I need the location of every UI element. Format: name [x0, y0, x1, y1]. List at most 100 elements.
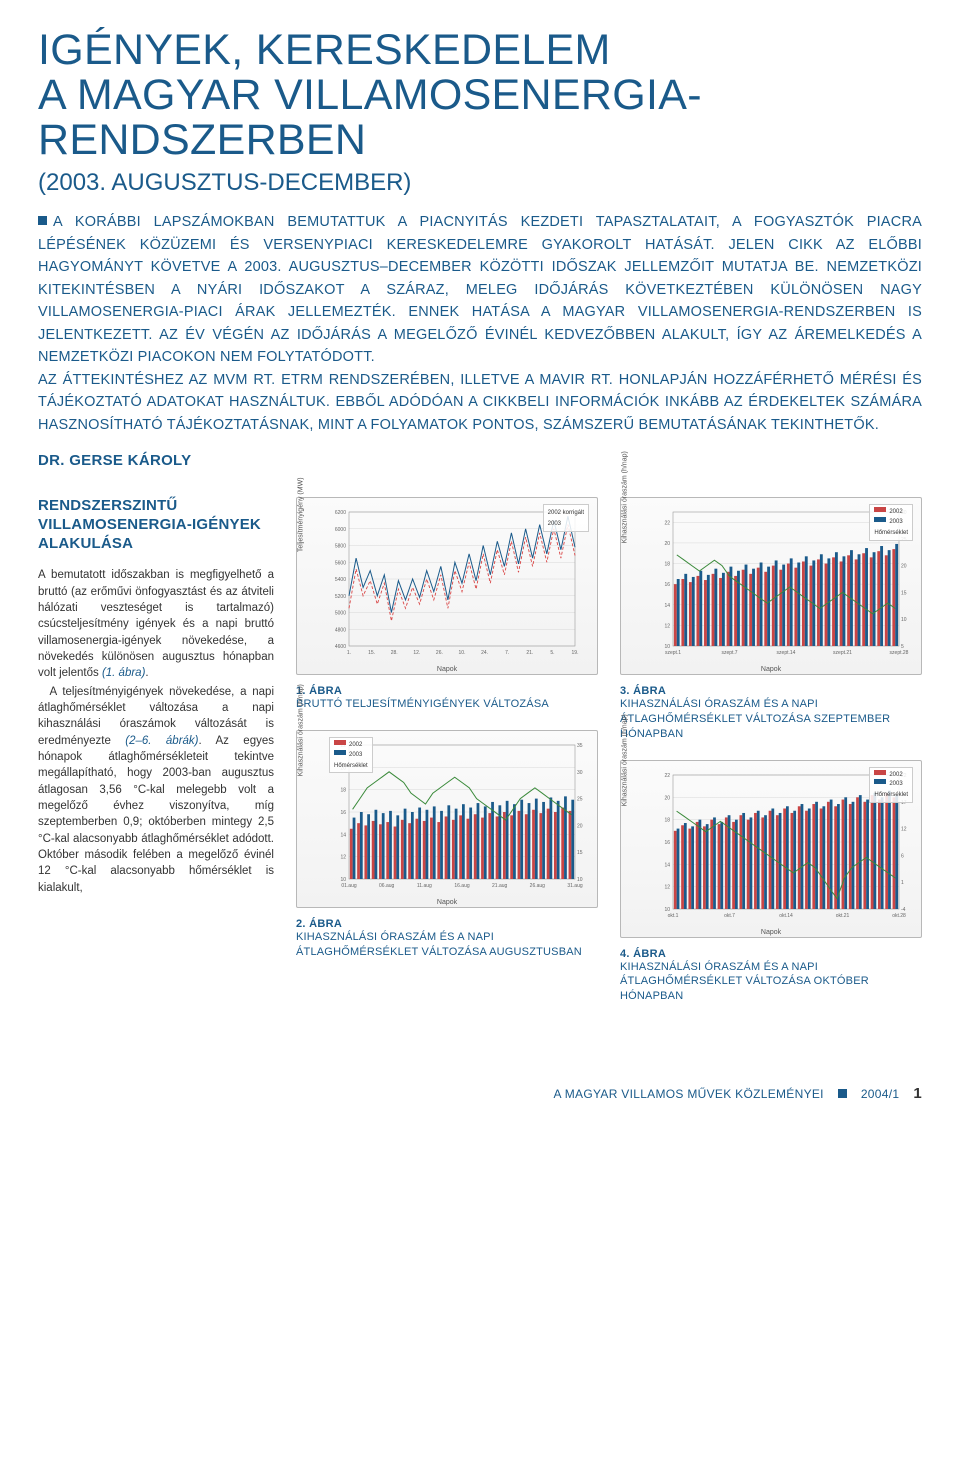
y-axis-label: Kihasználási óraszám (h/nap) — [298, 684, 305, 776]
svg-text:10: 10 — [577, 877, 583, 883]
svg-text:5000: 5000 — [335, 611, 346, 617]
content-columns: RENDSZERSZINTŰ VILLAMOSENERGIA-IGÉNYEK A… — [38, 497, 922, 1057]
svg-text:6: 6 — [901, 853, 904, 859]
svg-text:4600: 4600 — [335, 644, 346, 650]
svg-text:21.aug: 21.aug — [492, 883, 508, 889]
svg-text:14: 14 — [664, 862, 670, 868]
svg-text:26.: 26. — [436, 650, 443, 656]
svg-text:31.aug: 31.aug — [567, 883, 583, 889]
svg-text:6200: 6200 — [335, 510, 346, 516]
chart-2: 1012141618202201.aug06.aug11.aug16.aug21… — [296, 730, 598, 908]
svg-text:16: 16 — [664, 840, 670, 846]
footer-issue: 2004/1 — [861, 1087, 900, 1101]
svg-text:okt.7: okt.7 — [724, 913, 735, 919]
svg-text:7.: 7. — [505, 650, 509, 656]
x-axis-label: Napok — [761, 929, 781, 936]
svg-text:szept.28: szept.28 — [890, 650, 909, 656]
figure-4: 10121416182022okt.1okt.7okt.14okt.21okt.… — [620, 760, 922, 1005]
svg-text:5800: 5800 — [335, 544, 346, 550]
svg-text:12: 12 — [664, 623, 670, 629]
figure-1: 4600480050005200540056005800600062001.15… — [296, 497, 598, 712]
svg-text:okt.21: okt.21 — [836, 913, 850, 919]
svg-text:16.aug: 16.aug — [454, 883, 470, 889]
body-text-1b: . — [145, 667, 148, 679]
chart-1: 4600480050005200540056005800600062001.15… — [296, 497, 598, 675]
svg-text:12: 12 — [340, 855, 346, 861]
svg-text:18: 18 — [340, 788, 346, 794]
svg-text:szept.14: szept.14 — [777, 650, 796, 656]
fig-4-caption: KIHASZNÁLÁSI ÓRASZÁM ÉS A NAPI ÁTLAGHŐMÉ… — [620, 960, 922, 1005]
svg-text:22: 22 — [664, 520, 670, 526]
fig-1-label: 1. ÁBRA — [296, 685, 598, 697]
middle-column: 4600480050005200540056005800600062001.15… — [296, 497, 598, 1057]
chart-3-legend: 20022003Hőmérséklet — [869, 504, 913, 540]
intro-paragraph: A KORÁBBI LAPSZÁMOKBAN BEMUTATTUK A PIAC… — [38, 211, 922, 436]
svg-text:10: 10 — [901, 617, 907, 623]
svg-text:25: 25 — [577, 797, 583, 803]
svg-text:10.: 10. — [459, 650, 466, 656]
svg-text:22: 22 — [664, 773, 670, 779]
svg-text:35: 35 — [577, 743, 583, 749]
title-line-3: RENDSZERBEN — [38, 116, 366, 164]
right-column: 10 12 14 16 18 20 22 szept.1 szept.7 szept.14 szep… — [620, 497, 922, 1057]
fig-2-caption: KIHASZNÁLÁSI ÓRASZÁM ÉS A NAPI ÁTLAGHŐMÉ… — [296, 930, 598, 960]
svg-text:24.: 24. — [481, 650, 488, 656]
svg-text:18: 18 — [664, 562, 670, 568]
author-name: DR. GERSE KÁROLY — [38, 452, 922, 469]
subtitle: (2003. AUGUSZTUS-DECEMBER) — [38, 169, 922, 197]
bullet-icon — [38, 216, 47, 225]
svg-text:5400: 5400 — [335, 577, 346, 583]
svg-text:okt.1: okt.1 — [668, 913, 679, 919]
page-footer: A MAGYAR VILLAMOS MŰVEK KÖZLEMÉNYEI 2004… — [38, 1085, 922, 1102]
fig-ref-1: (1. ábra) — [102, 667, 145, 679]
svg-text:14: 14 — [664, 603, 670, 609]
svg-text:14: 14 — [340, 832, 346, 838]
svg-text:20: 20 — [664, 541, 670, 547]
svg-text:6000: 6000 — [335, 527, 346, 533]
svg-text:1.: 1. — [347, 650, 351, 656]
fig-1-caption: BRUTTÓ TELJESÍTMÉNYIGÉNYEK VÁLTOZÁSA — [296, 697, 598, 712]
chart-4-legend: 20022003Hőmérséklet — [869, 767, 913, 803]
svg-text:16: 16 — [340, 810, 346, 816]
intro-text-2: AZ ÁTTEKINTÉSHEZ AZ MVM RT. ETRM RENDSZE… — [38, 372, 922, 433]
x-axis-label: Napok — [761, 666, 781, 673]
svg-text:15: 15 — [577, 850, 583, 856]
svg-text:15.: 15. — [368, 650, 375, 656]
svg-text:21.: 21. — [526, 650, 533, 656]
y-axis-label: Kihasználási óraszám (h/nap) — [622, 714, 629, 806]
svg-text:20: 20 — [901, 564, 907, 570]
section-heading: RENDSZERSZINTŰ VILLAMOSENERGIA-IGÉNYEK A… — [38, 497, 274, 553]
fig-ref-2: (2–6. ábrák) — [125, 735, 198, 747]
svg-text:28.: 28. — [391, 650, 398, 656]
chart-2-legend: 20022003Hőmérséklet — [329, 737, 373, 773]
svg-text:szept.1: szept.1 — [665, 650, 681, 656]
svg-text:18: 18 — [664, 817, 670, 823]
footer-journal: A MAGYAR VILLAMOS MŰVEK KÖZLEMÉNYEI — [553, 1087, 823, 1101]
title-line-2: A MAGYAR VILLAMOSENERGIA- — [38, 71, 702, 119]
svg-text:5.: 5. — [550, 650, 554, 656]
svg-text:30: 30 — [577, 770, 583, 776]
svg-text:06.aug: 06.aug — [379, 883, 395, 889]
svg-text:20: 20 — [577, 823, 583, 829]
body-paragraph-1: A bemutatott időszakban is megfigyelhető… — [38, 567, 274, 681]
page-number: 1 — [913, 1085, 922, 1102]
figure-2: 1012141618202201.aug06.aug11.aug16.aug21… — [296, 730, 598, 960]
fig-2-label: 2. ÁBRA — [296, 918, 598, 930]
svg-text:20: 20 — [664, 795, 670, 801]
svg-text:15: 15 — [901, 591, 907, 597]
figure-3: 10 12 14 16 18 20 22 szept.1 szept.7 szept.14 szep… — [620, 497, 922, 742]
footer-separator-icon — [838, 1089, 847, 1098]
chart-1-legend: 2002 korrigált2003 — [543, 504, 589, 532]
svg-text:szept.7: szept.7 — [721, 650, 737, 656]
y-axis-label: Kihasználási óraszám (h/nap) — [622, 451, 629, 543]
body-text-2b: . Az egyes hónapok átlaghőmérsékleteit t… — [38, 735, 274, 894]
left-column: RENDSZERSZINTŰ VILLAMOSENERGIA-IGÉNYEK A… — [38, 497, 274, 1057]
svg-text:12.: 12. — [413, 650, 420, 656]
svg-text:16: 16 — [664, 582, 670, 588]
svg-text:26.aug: 26.aug — [530, 883, 546, 889]
chart-3: 10 12 14 16 18 20 22 szept.1 szept.7 szept.14 szep… — [620, 497, 922, 675]
svg-text:5200: 5200 — [335, 594, 346, 600]
fig-3-caption: KIHASZNÁLÁSI ÓRASZÁM ÉS A NAPI ÁTLAGHŐMÉ… — [620, 697, 922, 742]
page: IGÉNYEK, KERESKEDELEM A MAGYAR VILLAMOSE… — [0, 0, 960, 1122]
svg-text:12: 12 — [901, 826, 907, 832]
